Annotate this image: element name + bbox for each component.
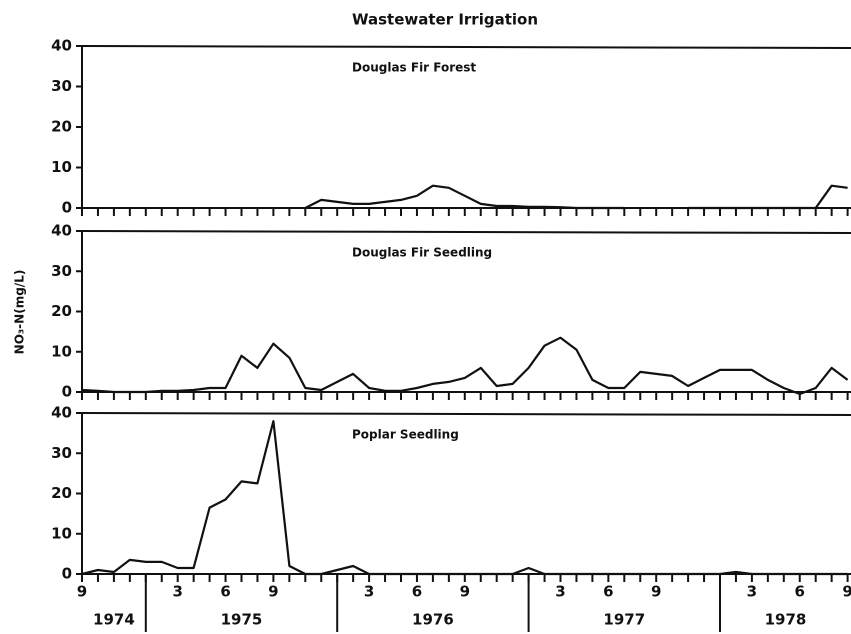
y-axis-label: NO₃-N(mg/L) — [13, 270, 27, 355]
year-label: 1978 — [765, 611, 807, 629]
y-tick-label: 10 — [51, 342, 72, 360]
x-tick-label: 6 — [795, 583, 805, 601]
year-label: 1974 — [93, 611, 135, 629]
x-tick-label: 6 — [220, 583, 230, 601]
chart-title: Wastewater Irrigation — [352, 11, 538, 29]
y-tick-label: 0 — [62, 383, 72, 401]
data-line — [81, 420, 848, 576]
y-tick-label: 0 — [62, 565, 72, 583]
data-line — [81, 336, 849, 396]
x-tick-label: 9 — [842, 583, 851, 601]
x-tick-label: 6 — [603, 583, 613, 601]
year-label: 1975 — [221, 611, 263, 629]
y-tick-label: 10 — [51, 158, 72, 176]
y-tick-label: 20 — [51, 302, 72, 320]
panel-top — [81, 412, 851, 416]
y-tick-label: 40 — [51, 37, 72, 55]
panel-title: Douglas Fir Seedling — [352, 246, 492, 260]
panel-title: Poplar Seedling — [352, 428, 459, 442]
y-tick-label: 40 — [51, 404, 72, 422]
y-tick-label: 20 — [51, 118, 72, 136]
x-tick-label: 3 — [172, 583, 182, 601]
x-tick-label: 3 — [747, 583, 757, 601]
panel-top — [81, 45, 851, 49]
x-tick-label: 9 — [651, 583, 661, 601]
y-tick-label: 0 — [62, 199, 72, 217]
x-tick-label: 9 — [268, 583, 278, 601]
y-tick-label: 30 — [51, 444, 72, 462]
y-tick-label: 30 — [51, 77, 72, 95]
y-tick-label: 20 — [51, 484, 72, 502]
x-tick-label: 9 — [460, 583, 470, 601]
panel-title: Douglas Fir Forest — [352, 61, 476, 75]
data-line — [304, 184, 848, 210]
x-tick-label: 3 — [555, 583, 565, 601]
x-tick-label: 6 — [412, 583, 422, 601]
y-tick-label: 10 — [51, 524, 72, 542]
x-tick-label: 3 — [364, 583, 374, 601]
x-tick-label: 9 — [77, 583, 87, 601]
year-label: 1976 — [412, 611, 454, 629]
panel-top — [81, 230, 851, 234]
y-tick-label: 30 — [51, 262, 72, 280]
year-label: 1977 — [603, 611, 645, 629]
y-tick-label: 40 — [51, 222, 72, 240]
